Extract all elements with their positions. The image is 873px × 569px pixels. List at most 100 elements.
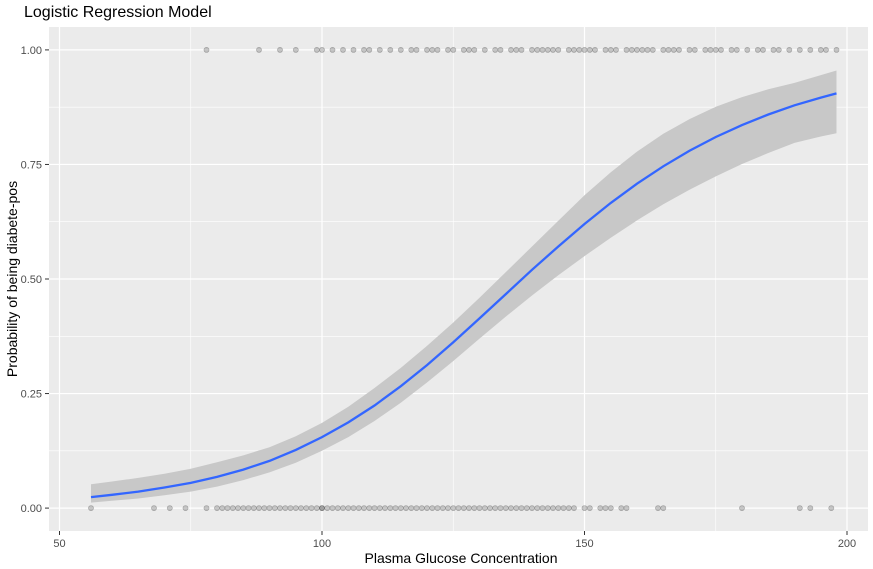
data-point: [655, 505, 661, 511]
data-point: [639, 47, 646, 53]
data-point: [376, 505, 383, 511]
data-point: [203, 47, 210, 53]
data-point: [796, 505, 803, 511]
data-point: [513, 505, 520, 511]
data-point: [571, 505, 577, 511]
data-point: [807, 505, 814, 511]
x-axis-title: Plasma Glucose Concentration: [365, 550, 558, 566]
data-point: [534, 505, 541, 511]
data-point: [628, 47, 635, 53]
data-point: [340, 47, 346, 53]
data-point: [718, 47, 724, 53]
data-point: [450, 47, 457, 53]
data-point: [319, 505, 325, 511]
data-point: [88, 505, 94, 511]
data-point: [565, 505, 572, 511]
data-point: [686, 47, 693, 53]
data-point: [334, 505, 341, 511]
data-point: [408, 47, 415, 53]
data-point: [712, 47, 719, 53]
data-point: [492, 505, 499, 511]
data-point: [355, 505, 362, 511]
data-point: [634, 47, 640, 53]
data-points: [88, 47, 840, 511]
data-point: [387, 505, 394, 511]
data-point: [387, 47, 394, 53]
data-point: [392, 505, 399, 511]
data-point: [586, 47, 593, 53]
data-point: [529, 505, 535, 511]
data-point: [329, 505, 336, 511]
data-point: [592, 47, 598, 53]
data-point: [366, 47, 373, 53]
data-point: [739, 505, 745, 511]
data-point: [235, 505, 241, 511]
data-point: [534, 47, 541, 53]
data-point: [313, 505, 320, 511]
data-point: [403, 505, 409, 511]
data-point: [313, 47, 320, 53]
data-point: [796, 47, 803, 53]
chart-title: Logistic Regression Model: [24, 4, 212, 21]
x-tick-label: 50: [53, 538, 65, 550]
data-point: [271, 505, 278, 511]
data-point: [408, 505, 415, 511]
data-point: [466, 505, 472, 511]
data-point: [308, 505, 315, 511]
data-point: [329, 47, 336, 53]
data-point: [445, 505, 451, 511]
data-point: [261, 505, 268, 511]
data-point: [565, 47, 572, 53]
data-point: [245, 505, 252, 511]
data-point: [754, 47, 761, 53]
data-point: [828, 505, 835, 511]
data-point: [345, 505, 352, 511]
data-point: [182, 505, 189, 511]
data-point: [166, 505, 173, 511]
data-point: [492, 47, 499, 53]
data-point: [513, 47, 520, 53]
data-point: [550, 505, 556, 511]
data-point: [760, 47, 766, 53]
data-point: [560, 505, 567, 511]
data-point: [397, 47, 404, 53]
fit-line: [90, 92, 837, 499]
data-point: [277, 47, 283, 53]
y-axis-ticks: 0.00 0.25 0.50 0.75 1.00: [21, 45, 49, 515]
confidence-band: [91, 70, 837, 503]
data-point: [466, 47, 472, 53]
major-grid: [49, 27, 868, 531]
data-point: [376, 47, 383, 53]
data-point: [833, 47, 840, 53]
data-point: [455, 505, 462, 511]
data-point: [361, 505, 367, 511]
data-point: [350, 47, 357, 53]
data-point: [744, 47, 751, 53]
data-point: [434, 47, 441, 53]
data-point: [518, 47, 525, 53]
data-point: [256, 47, 262, 53]
data-point: [817, 47, 824, 53]
y-axis-title: Probability of being diabete-pos: [4, 181, 20, 377]
data-point: [539, 47, 546, 53]
data-point: [319, 47, 325, 53]
y-tick-label: 0.25: [21, 389, 42, 401]
y-tick-label: 0.50: [21, 274, 42, 286]
data-point: [413, 505, 420, 511]
data-point: [277, 505, 283, 511]
data-point: [529, 47, 535, 53]
data-point: [319, 505, 325, 511]
data-point: [728, 47, 735, 53]
data-point: [382, 505, 388, 511]
data-point: [424, 505, 430, 511]
data-point: [602, 505, 609, 511]
data-point: [607, 505, 614, 511]
data-point: [219, 505, 226, 511]
data-point: [665, 47, 672, 53]
data-point: [256, 505, 262, 511]
data-point: [775, 47, 782, 53]
data-point: [670, 47, 677, 53]
data-point: [471, 47, 478, 53]
data-point: [429, 505, 436, 511]
